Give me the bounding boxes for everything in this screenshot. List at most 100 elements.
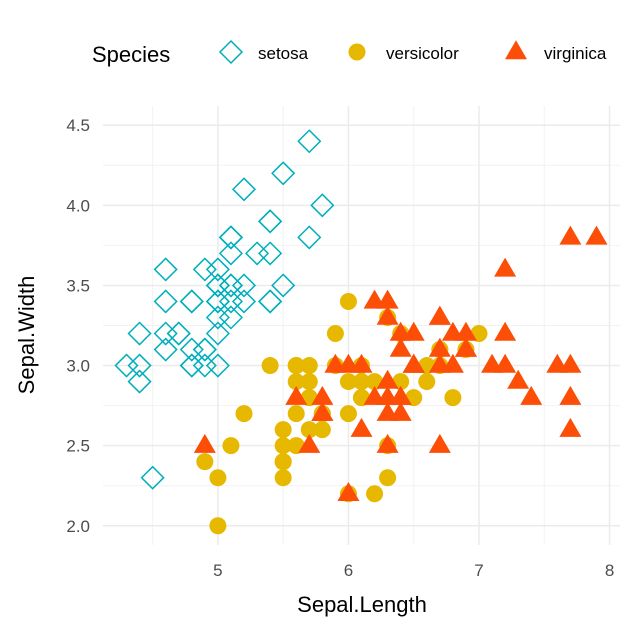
point-setosa — [218, 305, 244, 330]
x-tick-label: 6 — [344, 561, 353, 580]
point-setosa — [258, 289, 283, 314]
legend-title: Species — [92, 42, 170, 67]
point-setosa — [271, 161, 296, 186]
y-tick-labels: 2.0 2.5 3.0 3.5 4.0 4.5 — [66, 116, 90, 536]
point-setosa — [258, 209, 283, 234]
point-virginica — [298, 433, 321, 453]
point-versicolor — [287, 357, 305, 375]
point-versicolor — [326, 325, 344, 343]
point-setosa — [127, 353, 152, 378]
point-setosa — [297, 225, 322, 250]
grid — [103, 106, 620, 545]
point-virginica — [376, 401, 399, 421]
point-virginica — [363, 289, 386, 309]
point-setosa — [205, 305, 230, 330]
point-setosa — [231, 289, 257, 314]
point-virginica — [559, 417, 582, 437]
point-setosa — [192, 353, 217, 378]
y-tick-label: 3.0 — [66, 357, 90, 376]
point-setosa — [297, 129, 322, 154]
point-virginica — [389, 321, 412, 341]
point-virginica — [520, 385, 543, 405]
point-versicolor — [339, 292, 357, 310]
point-setosa — [218, 273, 244, 298]
point-virginica — [376, 369, 399, 389]
point-setosa — [114, 353, 139, 378]
x-tick-labels: 5 6 7 8 — [213, 561, 614, 580]
point-setosa — [218, 241, 244, 266]
point-virginica — [428, 305, 451, 325]
point-virginica — [507, 369, 530, 389]
legend-label-versicolor: versicolor — [386, 44, 459, 63]
point-versicolor — [353, 373, 370, 391]
point-setosa — [205, 353, 230, 378]
point-virginica — [454, 337, 477, 357]
point-virginica — [311, 401, 334, 421]
point-virginica — [376, 305, 399, 325]
point-virginica — [337, 481, 360, 501]
point-versicolor — [366, 485, 384, 503]
point-setosa — [258, 241, 283, 266]
point-setosa — [140, 465, 165, 490]
point-setosa — [218, 289, 244, 314]
point-virginica — [193, 433, 216, 453]
legend: Species setosa versicolor virginica — [92, 39, 607, 67]
point-setosa — [258, 289, 283, 314]
point-setosa — [218, 225, 244, 250]
point-versicolor — [379, 469, 397, 487]
point-virginica — [428, 353, 451, 373]
y-tick-label: 4.5 — [66, 116, 90, 135]
point-setosa — [179, 337, 204, 362]
point-virginica — [428, 433, 451, 453]
point-setosa — [205, 257, 230, 282]
point-setosa — [153, 321, 178, 346]
point-virginica — [350, 417, 373, 437]
x-axis-title: Sepal.Length — [297, 592, 427, 617]
point-setosa — [153, 337, 178, 362]
point-virginica — [494, 257, 517, 277]
point-virginica — [494, 321, 517, 341]
point-setosa — [310, 193, 335, 218]
point-versicolor — [444, 389, 462, 407]
y-tick-label: 3.5 — [66, 276, 90, 295]
y-axis-title: Sepal.Width — [14, 276, 39, 395]
y-tick-label: 2.5 — [66, 437, 90, 456]
point-setosa — [205, 321, 230, 346]
legend-diamond-icon — [218, 39, 244, 65]
point-versicolor — [222, 437, 240, 455]
point-setosa — [231, 273, 257, 298]
x-tick-label: 7 — [474, 561, 483, 580]
point-virginica — [559, 385, 582, 405]
point-setosa — [179, 353, 204, 378]
point-setosa — [179, 289, 204, 314]
point-virginica — [559, 225, 582, 245]
legend-triangle-icon — [505, 40, 527, 60]
point-setosa — [258, 209, 283, 234]
point-versicolor — [300, 421, 318, 439]
point-virginica — [441, 321, 464, 341]
x-tick-label: 8 — [605, 561, 614, 580]
point-virginica — [494, 353, 517, 373]
point-setosa — [153, 257, 178, 282]
point-versicolor — [261, 357, 279, 375]
point-setosa — [205, 289, 230, 314]
point-virginica — [376, 385, 399, 405]
point-versicolor — [274, 421, 292, 439]
point-versicolor — [300, 357, 318, 375]
point-versicolor — [339, 373, 357, 391]
point-virginica — [311, 385, 334, 405]
point-setosa — [192, 337, 217, 362]
y-tick-label: 4.0 — [66, 196, 90, 215]
legend-label-setosa: setosa — [258, 44, 309, 63]
point-versicolor — [418, 373, 436, 391]
point-virginica — [389, 337, 412, 357]
point-versicolor — [274, 437, 292, 455]
point-setosa — [127, 369, 152, 394]
point-virginica — [559, 353, 582, 373]
point-versicolor — [196, 453, 214, 471]
point-versicolor — [339, 405, 357, 423]
point-setosa — [244, 241, 270, 266]
point-setosa — [271, 273, 296, 298]
point-versicolor — [209, 517, 227, 535]
